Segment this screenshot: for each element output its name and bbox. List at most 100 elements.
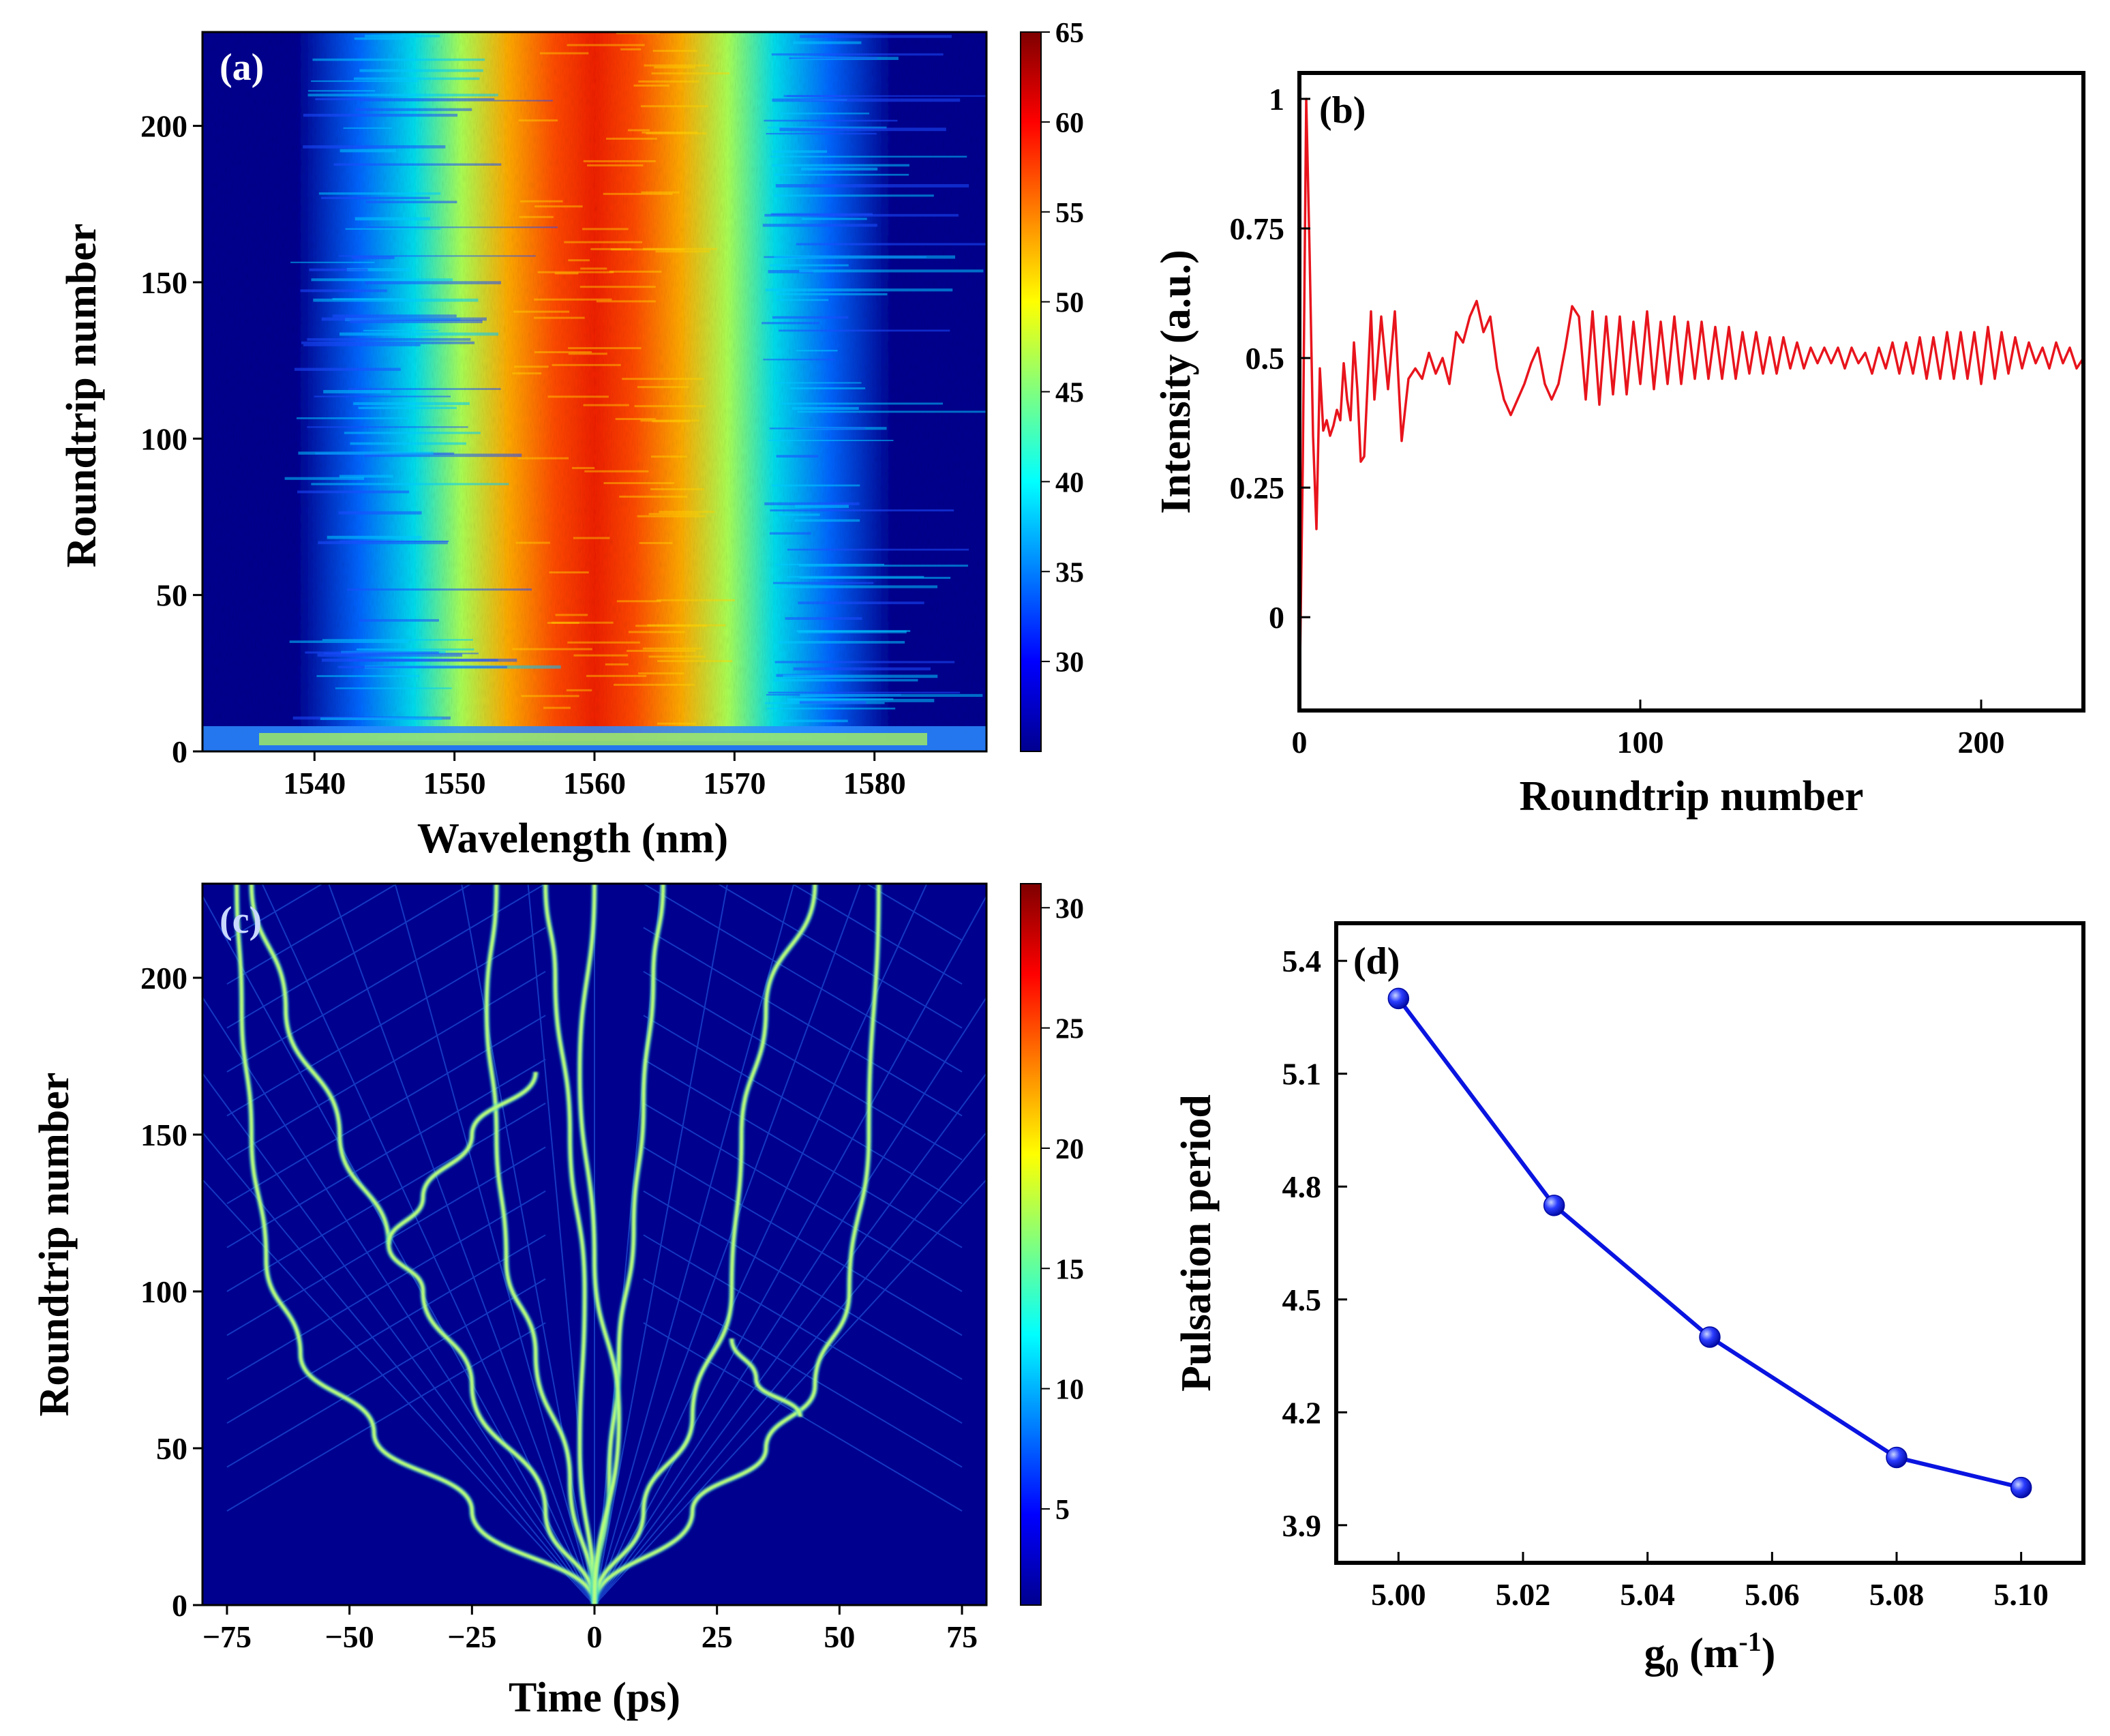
noise-streak xyxy=(580,267,607,270)
noise-streak xyxy=(572,466,595,469)
noise-streak xyxy=(303,344,421,346)
dispersive-wave xyxy=(643,927,963,1117)
noise-streak xyxy=(777,513,820,516)
noise-streak xyxy=(657,722,696,725)
noise-streak xyxy=(787,95,986,97)
noise-streak xyxy=(307,338,471,341)
noise-streak xyxy=(774,194,934,197)
noise-streak xyxy=(774,563,884,566)
dispersive-wave xyxy=(226,1234,546,1424)
noise-streak xyxy=(796,243,986,245)
noise-streak xyxy=(346,268,410,271)
dispersive-wave xyxy=(594,996,986,1605)
noise-streak xyxy=(779,641,905,644)
noise-streak xyxy=(568,347,642,350)
noise-streak xyxy=(300,289,387,293)
pulse-trajectory xyxy=(387,1071,538,1245)
dispersive-wave xyxy=(226,1322,546,1512)
panel-c-colorbar-ticks: 5 10 15 20 25 30 xyxy=(1041,893,1084,1526)
noise-streak xyxy=(787,548,969,551)
noise-streak xyxy=(309,268,368,271)
noise-streak xyxy=(316,675,420,677)
noise-streak xyxy=(792,406,859,410)
noise-streak xyxy=(537,271,614,273)
noise-streak xyxy=(648,513,699,515)
noise-streak xyxy=(289,640,408,643)
dispersive-wave xyxy=(226,1103,546,1292)
x-tick-label: 200 xyxy=(1958,725,2005,760)
noise-streak xyxy=(650,488,705,490)
noise-streak xyxy=(587,164,644,167)
noise-streak xyxy=(317,653,463,657)
noise-streak xyxy=(518,119,558,122)
y-tick-label: 4.5 xyxy=(1282,1283,1322,1317)
panel-c-y-ticks: 0 50 100 150 200 xyxy=(140,961,202,1623)
panel-b-frame xyxy=(1297,71,2085,713)
x-tick-label: −25 xyxy=(447,1619,496,1654)
dispersive-wave xyxy=(790,884,963,985)
x-tick-label: −75 xyxy=(202,1619,252,1654)
noise-streak xyxy=(609,270,662,273)
noise-streak xyxy=(779,329,950,332)
noise-streak xyxy=(335,687,452,689)
noise-streak xyxy=(340,149,396,153)
noise-streak xyxy=(318,541,448,545)
noise-streak xyxy=(637,672,684,675)
noise-streak xyxy=(640,105,708,108)
dispersive-wave xyxy=(328,884,595,1605)
noise-streak xyxy=(521,695,579,698)
noise-streak xyxy=(642,647,702,650)
noise-streak xyxy=(779,113,870,115)
noise-streak xyxy=(772,98,961,102)
panel-b-intensity-line xyxy=(1299,98,2083,710)
dispersive-wave xyxy=(594,884,728,1605)
noise-streak xyxy=(552,621,614,624)
colorbar-tick-label: 35 xyxy=(1055,557,1084,588)
noise-streak xyxy=(294,368,401,371)
noise-streak xyxy=(762,322,819,325)
noise-streak xyxy=(763,359,836,361)
panel-c-y-axis-label: Roundtrip number xyxy=(31,1073,78,1417)
x-tick-label: 100 xyxy=(1617,725,1664,760)
noise-streak xyxy=(321,317,487,321)
noise-streak xyxy=(789,387,866,389)
noise-streak xyxy=(766,132,877,135)
y-tick-label: 0.5 xyxy=(1246,341,1285,376)
noise-streak xyxy=(355,108,472,111)
y-tick-label: 4.2 xyxy=(1282,1395,1322,1430)
colorbar-tick-label: 45 xyxy=(1055,378,1084,409)
noise-streak xyxy=(568,259,590,262)
pulse-trajectory xyxy=(592,884,881,1605)
noise-streak xyxy=(534,298,612,301)
pulse-trajectory xyxy=(485,884,597,1605)
pulse-trajectory xyxy=(543,884,597,1605)
x-tick-label: 5.08 xyxy=(1869,1577,1925,1612)
noise-streak xyxy=(318,192,441,195)
noise-streak xyxy=(637,386,689,389)
x-tick-label: 1540 xyxy=(283,766,346,800)
dispersive-wave xyxy=(594,884,795,1605)
noise-streak xyxy=(648,655,706,658)
panel-a-spectral-evolution: 1540 1550 1560 1570 1580 0 50 100 150 200 (a) Wa… xyxy=(59,18,1084,862)
noise-streak xyxy=(774,173,909,176)
colorbar-tick-label: 15 xyxy=(1055,1254,1084,1285)
y-tick-label: 0.25 xyxy=(1230,470,1285,505)
pulse-trajectory xyxy=(577,884,621,1605)
panel-d-y-axis-label: Pulsation period xyxy=(1173,1094,1220,1392)
noise-streak xyxy=(350,442,466,445)
colorbar-tick-label: 30 xyxy=(1055,893,1084,925)
noise-streak xyxy=(771,53,944,56)
panel-b-label: (b) xyxy=(1319,89,1366,132)
noise-streak xyxy=(776,299,829,301)
panel-b-y-axis-label: Intensity (a.u.) xyxy=(1153,250,1199,514)
x-tick-label: 1580 xyxy=(843,766,906,800)
noise-streak xyxy=(301,341,474,344)
noise-streak xyxy=(314,395,451,398)
noise-streak xyxy=(657,660,733,663)
noise-streak xyxy=(770,264,849,267)
panel-a-y-ticks: 0 50 100 150 200 xyxy=(140,109,202,769)
noise-streak xyxy=(772,316,849,319)
y-tick-label: 100 xyxy=(140,1274,187,1309)
noise-streak xyxy=(766,707,896,710)
noise-streak xyxy=(620,48,642,50)
